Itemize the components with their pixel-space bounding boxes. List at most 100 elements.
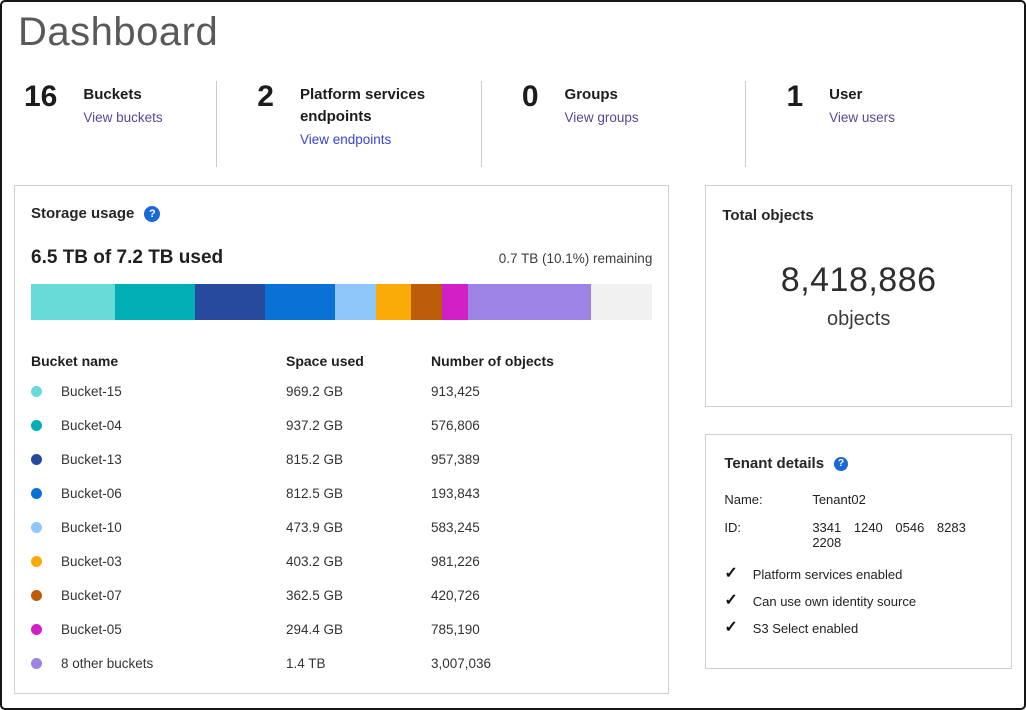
- bucket-color-dot: [31, 419, 42, 431]
- tenant-details-title: Tenant details: [724, 455, 825, 472]
- stat-link-user[interactable]: View users: [829, 109, 895, 125]
- tenant-field-row: ID: 3341 1240 0546 8283 2208: [724, 520, 993, 550]
- bucket-object-count: 193,843: [431, 485, 480, 501]
- bucket-name: Bucket-06: [61, 485, 122, 501]
- storage-usage-panel: Storage usage ? 6.5 TB of 7.2 TB used 0.…: [14, 185, 670, 694]
- total-objects-title: Total objects: [722, 207, 814, 224]
- bar-segment: [376, 284, 412, 320]
- bucket-space-used: 969.2 GB: [286, 383, 344, 399]
- bar-segment: [467, 284, 592, 320]
- bucket-color-dot: [31, 385, 42, 397]
- column-header-number-of-objects: Number of objects: [431, 353, 554, 369]
- stat-label: User: [829, 86, 863, 103]
- bucket-name-cell: Bucket-03: [31, 554, 286, 569]
- stat-link-platform[interactable]: View endpoints: [299, 131, 392, 147]
- tenant-field-value: 3341 1240 0546 8283 2208: [812, 520, 966, 550]
- table-row: Bucket-05 294.4 GB 785,190: [31, 612, 652, 646]
- tenant-field-row: Name: Tenant02: [724, 492, 993, 507]
- usage-used-text: 6.5 TB of 7.2 TB used: [31, 247, 224, 268]
- table-row: 8 other buckets 1.4 TB 3,007,036: [31, 646, 652, 680]
- bucket-name-cell: Bucket-06: [31, 486, 286, 501]
- bucket-space-used: 1.4 TB: [286, 655, 326, 671]
- bar-segment: [335, 284, 377, 320]
- tenant-fields: Name: Tenant02 ID: 3341 1240 0546 8283 2208: [724, 492, 993, 550]
- total-objects-value-block: 8,418,886 objects: [722, 261, 995, 331]
- stat-info: Buckets View buckets: [83, 81, 162, 167]
- stat-item: 2 Platform services endpoints View endpoin…: [216, 81, 481, 167]
- bucket-space-used: 937.2 GB: [286, 417, 344, 433]
- stat-label: Groups: [564, 86, 618, 103]
- bucket-space-used: 294.4 GB: [286, 621, 344, 637]
- stat-info: User View users: [829, 81, 895, 167]
- bucket-color-dot: [31, 589, 42, 601]
- bucket-table-header: Bucket name Space used Number of objects: [31, 348, 652, 374]
- bucket-space-used: 473.9 GB: [286, 519, 344, 535]
- stat-info: Platform services endpoints View endpoint…: [300, 81, 445, 167]
- bucket-color-dot: [31, 555, 42, 567]
- bucket-space-used: 812.5 GB: [286, 485, 344, 501]
- bucket-color-dot: [31, 453, 42, 465]
- total-objects-unit: objects: [826, 308, 891, 330]
- total-objects-count: 8,418,886: [780, 261, 937, 299]
- bucket-space-used: 362.5 GB: [286, 587, 344, 603]
- bar-segment: [265, 284, 336, 320]
- bucket-color-dot: [31, 623, 42, 635]
- bar-segment: [442, 284, 468, 320]
- stat-label: Buckets: [83, 86, 142, 103]
- main-content: Storage usage ? 6.5 TB of 7.2 TB used 0.…: [14, 185, 1012, 694]
- column-header-space-used: Space used: [286, 353, 364, 369]
- bucket-object-count: 576,806: [431, 417, 480, 433]
- bucket-table: Bucket name Space used Number of objects…: [31, 348, 652, 680]
- checkmark-icon: ✓: [724, 565, 738, 582]
- bucket-object-count: 981,226: [431, 553, 480, 569]
- stat-value: 1: [786, 80, 804, 113]
- stat-value: 2: [257, 80, 274, 113]
- bar-segment: [411, 284, 443, 320]
- bucket-name-cell: Bucket-13: [31, 452, 286, 467]
- checkmark-icon: ✓: [724, 592, 738, 609]
- tenant-feature-row: ✓ Can use own identity source: [724, 593, 993, 609]
- stat-link-groups[interactable]: View groups: [564, 109, 639, 125]
- stat-item: 0 Groups View groups: [480, 81, 746, 167]
- right-column: Total objects 8,418,886 objects Tenant d…: [705, 185, 1012, 669]
- bucket-name: Bucket-15: [61, 383, 122, 399]
- bucket-object-count: 420,726: [431, 587, 480, 603]
- bucket-name: 8 other buckets: [61, 655, 154, 671]
- bucket-name-cell: 8 other buckets: [31, 656, 286, 671]
- checkmark-icon: ✓: [724, 619, 738, 636]
- storage-usage-stacked-bar: [31, 284, 653, 320]
- storage-usage-header: Storage usage ?: [31, 205, 652, 222]
- bar-segment-remaining: [591, 284, 653, 320]
- bucket-color-dot: [31, 657, 42, 669]
- tenant-field-value: Tenant02: [812, 492, 866, 507]
- total-objects-header: Total objects: [722, 207, 995, 224]
- stat-info: Groups View groups: [565, 81, 639, 167]
- column-header-bucket-name: Bucket name: [31, 353, 119, 369]
- bucket-name-cell: Bucket-10: [31, 520, 286, 535]
- help-icon[interactable]: ?: [834, 456, 849, 471]
- stat-label: Platform services endpoints: [299, 86, 426, 125]
- bucket-name: Bucket-10: [61, 519, 122, 535]
- bucket-color-dot: [31, 487, 42, 499]
- bucket-name-cell: Bucket-05: [31, 622, 286, 637]
- stat-value: 16: [24, 80, 58, 113]
- bucket-name: Bucket-07: [61, 587, 122, 603]
- tenant-feature-label: Platform services enabled: [752, 566, 903, 582]
- stat-link-buckets[interactable]: View buckets: [83, 109, 163, 125]
- table-row: Bucket-15 969.2 GB 913,425: [31, 374, 652, 408]
- stat-item: 16 Buckets View buckets: [17, 81, 216, 167]
- tenant-features: ✓ Platform services enabled ✓ Can use own i…: [724, 566, 993, 636]
- bucket-object-count: 3,007,036: [431, 655, 492, 671]
- bucket-name: Bucket-03: [61, 553, 122, 569]
- bucket-object-count: 583,245: [431, 519, 480, 535]
- help-icon[interactable]: ?: [144, 205, 161, 222]
- table-row: Bucket-07 362.5 GB 420,726: [31, 578, 652, 612]
- bucket-name-cell: Bucket-15: [31, 384, 286, 399]
- tenant-details-panel: Tenant details ? Name: Tenant02 ID: 3341 12…: [705, 434, 1012, 669]
- tenant-feature-row: ✓ S3 Select enabled: [724, 620, 993, 636]
- total-objects-panel: Total objects 8,418,886 objects: [705, 185, 1012, 407]
- table-row: Bucket-03 403.2 GB 981,226: [31, 544, 652, 578]
- bucket-space-used: 815.2 GB: [286, 451, 344, 467]
- bucket-name-cell: Bucket-07: [31, 588, 286, 603]
- tenant-feature-row: ✓ Platform services enabled: [724, 566, 993, 582]
